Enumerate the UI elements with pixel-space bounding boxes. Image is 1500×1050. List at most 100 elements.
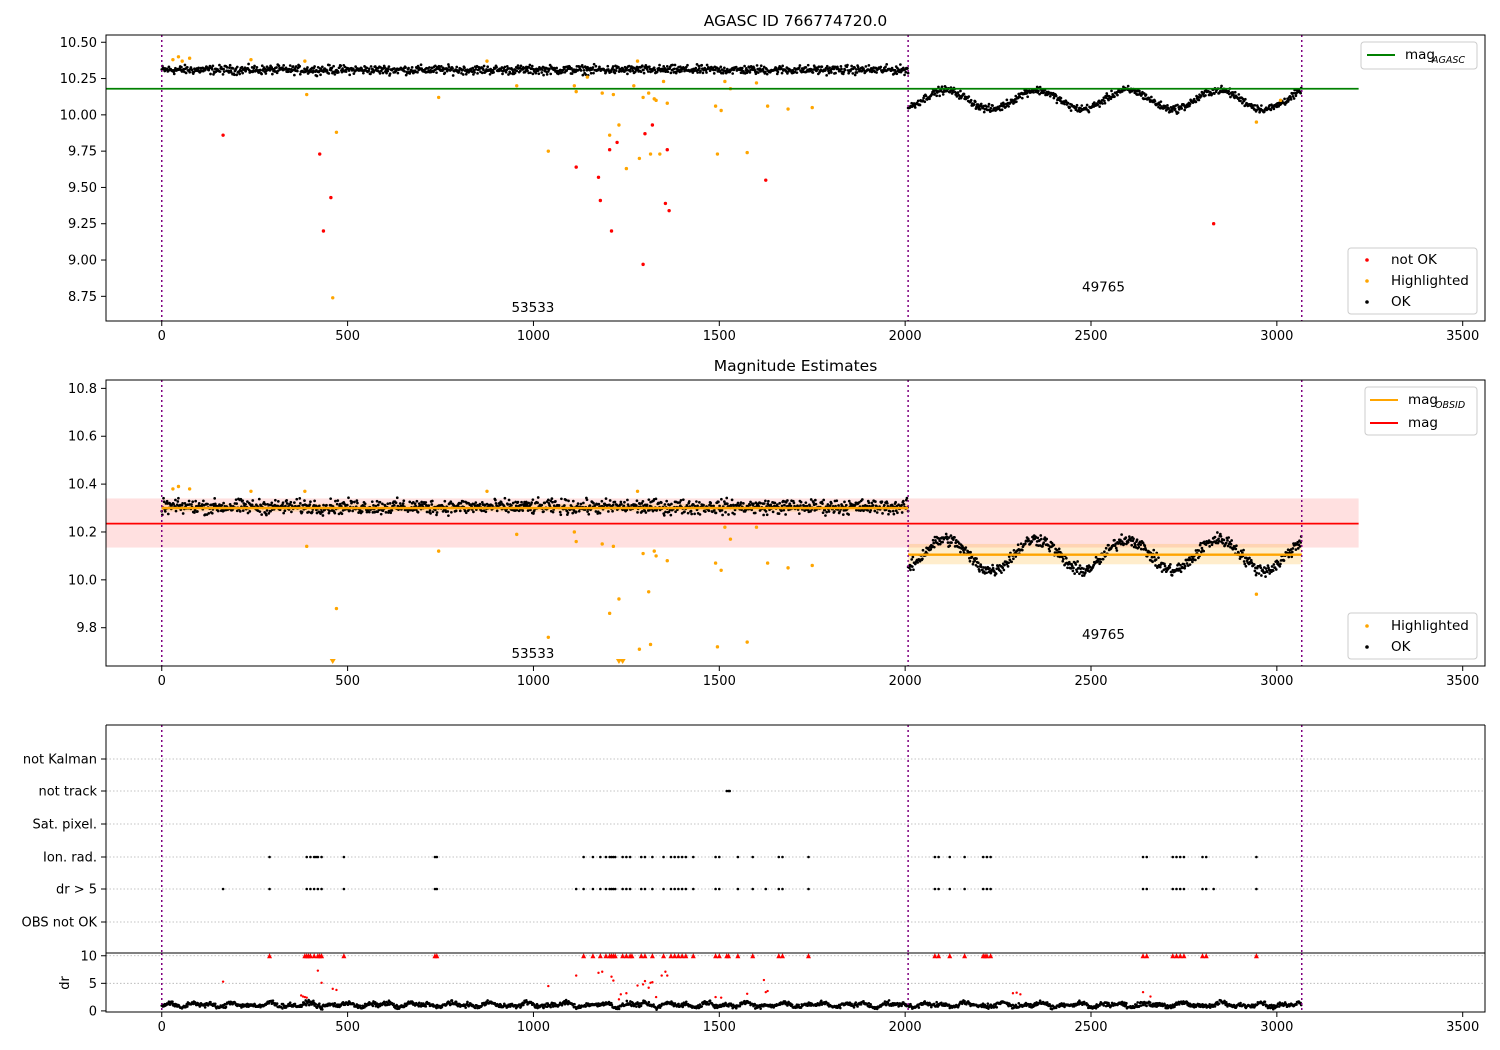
flag-point xyxy=(669,887,673,891)
ok-point xyxy=(666,70,670,74)
ok-point xyxy=(559,513,563,517)
flag-point xyxy=(613,855,617,859)
flag-point xyxy=(320,887,323,891)
obsid-boundaries xyxy=(161,35,1303,321)
ok-point xyxy=(406,510,410,514)
ok-point xyxy=(551,500,554,504)
ok-point xyxy=(593,504,597,507)
dr-point xyxy=(171,1000,174,1003)
ok-point xyxy=(370,500,374,504)
highlighted-point xyxy=(715,645,720,649)
ok-point xyxy=(319,512,322,515)
ok-point xyxy=(594,64,598,68)
ok-point xyxy=(700,63,704,67)
ok-point xyxy=(571,511,575,515)
ok-point xyxy=(246,500,249,503)
dr-point xyxy=(424,1005,428,1008)
ok-point xyxy=(1241,101,1244,105)
ok-point xyxy=(1151,560,1154,564)
ok-point xyxy=(1298,545,1302,548)
flag-point xyxy=(948,887,952,891)
ok-point xyxy=(1016,543,1020,547)
ok-point xyxy=(1249,558,1253,562)
highlighted-point xyxy=(1254,592,1259,596)
ok-point xyxy=(1071,569,1075,573)
ok-point xyxy=(1197,549,1201,552)
ok-point xyxy=(482,64,486,68)
not-ok-point xyxy=(318,152,322,156)
ok-point xyxy=(821,502,824,506)
ok-point xyxy=(352,72,356,75)
ok-point xyxy=(1075,106,1078,109)
highlighted-point xyxy=(719,568,723,572)
flag-row-label: Ion. rad. xyxy=(43,851,97,866)
highlighted-point xyxy=(305,544,309,549)
not-ok-point xyxy=(663,201,668,206)
ok-point xyxy=(608,499,612,502)
ok-point xyxy=(206,502,209,506)
ok-point xyxy=(1069,109,1073,112)
ok-point xyxy=(949,534,953,537)
ok-point xyxy=(664,510,667,514)
ok-point xyxy=(835,499,839,503)
ok-point xyxy=(395,496,399,500)
ok-point xyxy=(611,503,615,507)
ok-point xyxy=(734,65,738,69)
ok-point xyxy=(1018,95,1022,99)
flag-point xyxy=(718,887,721,891)
ok-point xyxy=(781,64,784,68)
legend-label: not OK xyxy=(1391,252,1438,268)
ok-point xyxy=(545,73,549,76)
ok-point xyxy=(564,498,568,502)
x-axis-panel-1: 0 500 1000 1500 2000 2500 3000 3500 xyxy=(158,321,1479,344)
ok-point xyxy=(403,69,406,73)
ok-point xyxy=(211,64,215,68)
ok-point xyxy=(381,71,385,75)
ok-point xyxy=(282,511,286,515)
ok-point xyxy=(228,66,231,70)
ok-point xyxy=(797,512,801,515)
ok-point xyxy=(591,66,595,69)
ok-point xyxy=(313,65,316,68)
ok-point xyxy=(1183,566,1187,570)
dr-point xyxy=(428,1002,431,1005)
ok-point xyxy=(450,510,453,514)
ok-point xyxy=(1228,540,1232,544)
ok-point xyxy=(222,67,225,71)
ok-point xyxy=(491,68,495,72)
ok-point xyxy=(783,503,786,507)
ok-point xyxy=(384,510,388,514)
ok-point xyxy=(1224,541,1228,545)
flag-point xyxy=(316,887,320,891)
ok-point xyxy=(894,70,897,74)
ok-point xyxy=(918,103,922,107)
ok-point xyxy=(725,502,729,506)
flag-point xyxy=(221,887,225,891)
ok-point xyxy=(537,72,541,76)
ok-point xyxy=(519,503,523,507)
not-ok-point xyxy=(615,140,619,145)
ok-point xyxy=(712,504,716,508)
legend-frame xyxy=(1347,612,1478,660)
ok-point xyxy=(720,508,724,512)
flag-point xyxy=(610,887,613,891)
highlighted-point xyxy=(180,59,184,63)
ok-point xyxy=(404,73,408,77)
highlighted-point xyxy=(723,79,727,84)
ok-point xyxy=(1103,99,1106,103)
ok-point xyxy=(584,73,588,76)
obsid-label: 53533 xyxy=(511,300,554,316)
ok-point xyxy=(241,71,244,75)
ok-point xyxy=(824,68,827,72)
x-tick-label: 0 xyxy=(158,329,166,344)
ok-point xyxy=(174,498,177,502)
ok-point xyxy=(749,500,752,504)
flag-point xyxy=(981,887,985,891)
ok-point xyxy=(623,500,626,504)
ok-point xyxy=(782,508,786,512)
ok-point xyxy=(291,65,295,68)
ok-point xyxy=(838,69,842,73)
ok-point xyxy=(1113,544,1117,548)
ok-point xyxy=(365,66,369,70)
highlighted-point xyxy=(249,57,253,62)
